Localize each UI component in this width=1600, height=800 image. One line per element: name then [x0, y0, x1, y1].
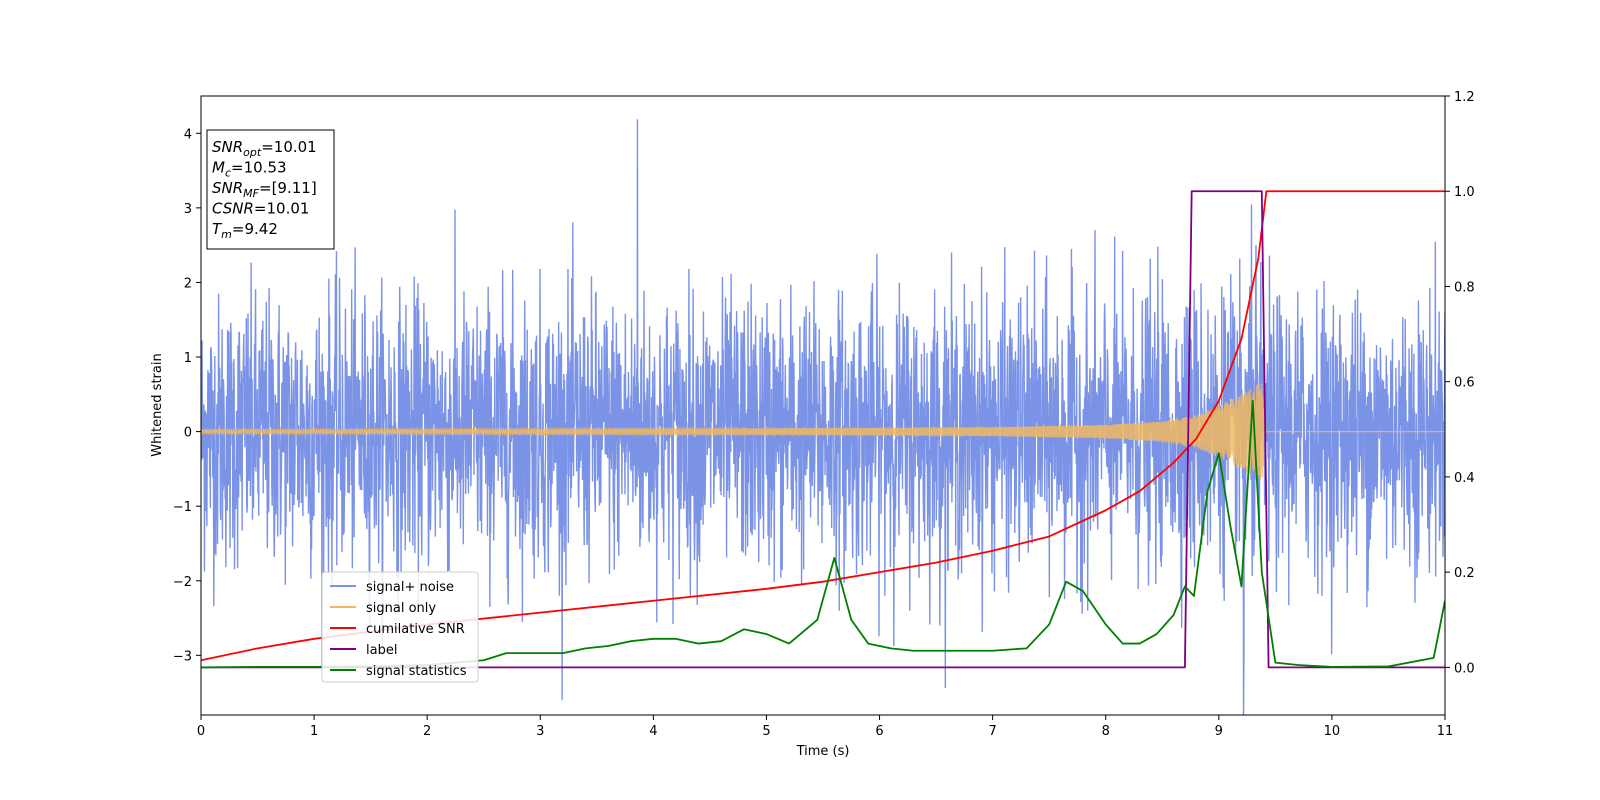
- series-signal-statistics: [201, 399, 1445, 669]
- y-tick-label: −2: [173, 575, 192, 590]
- y2-tick-label: 1.0: [1454, 185, 1475, 200]
- legend: signal+ noise signal only cumilative SNR la…: [321, 571, 479, 683]
- y-tick-label: −3: [173, 649, 192, 664]
- y-tick-label: 3: [184, 202, 192, 217]
- y-tick-label: 2: [184, 276, 192, 291]
- y-axis-left: −3 −2 −1 0 1 2 3 4: [173, 127, 201, 664]
- x-axis-title: Time (s): [796, 744, 850, 759]
- plot-frame: [200, 95, 1446, 716]
- legend-label: signal only: [366, 601, 436, 616]
- x-tick-label: 6: [875, 724, 883, 739]
- legend-label: signal statistics: [366, 664, 467, 679]
- x-tick-label: 4: [649, 724, 657, 739]
- x-tick-label: 5: [762, 724, 770, 739]
- info-line: Mc=10.53: [212, 159, 287, 180]
- y2-tick-label: 0.2: [1454, 566, 1475, 581]
- x-tick-label: 2: [423, 724, 431, 739]
- y2-tick-label: 0.0: [1454, 661, 1475, 676]
- y-axis-title: Whitened strain: [150, 353, 165, 456]
- y2-tick-label: 0.8: [1454, 280, 1475, 295]
- x-tick-label: 3: [536, 724, 544, 739]
- x-tick-label: 7: [988, 724, 996, 739]
- series-label: [201, 190, 1445, 669]
- y-tick-label: 1: [184, 351, 192, 366]
- x-tick-label: 9: [1215, 724, 1223, 739]
- legend-frame: [321, 571, 479, 683]
- x-tick-label: 8: [1102, 724, 1110, 739]
- y2-tick-label: 1.2: [1454, 90, 1475, 105]
- x-tick-label: 10: [1324, 724, 1341, 739]
- info-line: CSNR=10.01: [212, 200, 309, 218]
- y-axis-right: 0.0 0.2 0.4 0.6 0.8 1.0 1.2: [1445, 90, 1475, 676]
- y-tick-label: 0: [184, 426, 192, 441]
- x-tick-label: 1: [310, 724, 318, 739]
- y2-tick-label: 0.6: [1454, 376, 1475, 391]
- info-line: Tm=9.42: [212, 220, 278, 241]
- info-line: SNRMF=[9.11]: [212, 179, 317, 200]
- series-signal-only: [201, 382, 1445, 481]
- info-box-frame: [206, 129, 335, 250]
- info-line: SNRopt=10.01: [212, 138, 317, 159]
- y-tick-label: −1: [173, 500, 192, 515]
- legend-label: label: [366, 643, 397, 658]
- x-tick-label: 0: [197, 724, 205, 739]
- legend-label: signal+ noise: [366, 580, 454, 595]
- x-tick-label: 11: [1437, 724, 1454, 739]
- legend-label: cumilative SNR: [366, 622, 465, 637]
- info-box: SNRopt=10.01Mc=10.53SNRMF=[9.11]CSNR=10.…: [206, 129, 335, 250]
- y-tick-label: 4: [184, 127, 192, 142]
- y2-tick-label: 0.4: [1454, 471, 1475, 486]
- x-axis: 0 1 2 3 4 5 6 7 8 9 10 11: [197, 715, 1453, 739]
